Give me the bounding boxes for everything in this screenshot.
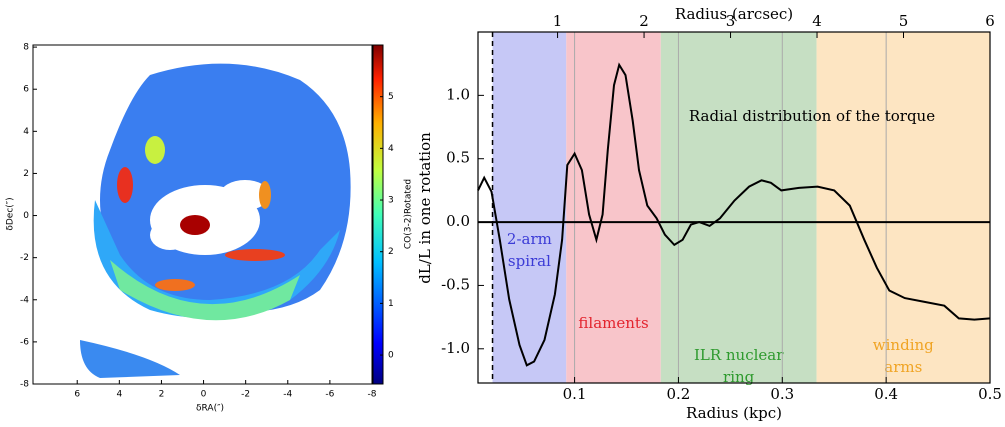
colorbar-label: CO(3-2)Rotated [404,179,414,249]
colorbar-tick-label: 5 [388,92,394,102]
y-axis-label: dL/L in one rotation [416,132,434,284]
map-x-label: δRA(″) [196,404,224,414]
y-tick-label: 1.0 [446,85,470,103]
y-tick-label: 0.0 [446,212,470,230]
colorbar-tick-label: 4 [388,144,394,154]
x-tick-label: 6 [74,390,80,400]
y-tick-label: 8 [23,43,29,53]
x2-tick-label: 3 [726,12,736,30]
x-tick-label: 0.4 [874,385,898,403]
x-tick-label: -2 [241,390,250,400]
x2-axis-label: Radius (arcsec) [675,5,793,23]
colorbar-tick-label: 3 [388,196,394,206]
region-label: arms [884,358,922,376]
annotation: Radial distribution of the torque [689,107,935,125]
region-label: winding [873,336,934,354]
y-tick-label: 2 [23,169,29,179]
x2-tick-label: 5 [899,12,909,30]
colorbar-tick-label: 1 [388,299,394,309]
x-tick-label: -4 [283,390,292,400]
colorbar-tick-label: 0 [388,351,394,361]
x-tick-label: 4 [116,390,122,400]
x-tick-label: 0.5 [978,385,1002,403]
y-tick-label: -6 [20,337,29,347]
region-label: 2-arm [507,230,552,248]
x-tick-label: 0.1 [563,385,587,403]
region-label: spiral [508,252,551,270]
torque-plot: 2-arm spiral filaments ILR nuclear ring windi… [477,31,991,386]
x2-tick-label: 1 [553,12,563,30]
x-tick-label: 0.2 [667,385,691,403]
y-tick-label: -0.5 [441,275,470,293]
x-tick-label: -8 [368,390,377,400]
y-tick-label: -8 [20,380,29,390]
region [816,32,990,383]
y-tick-label: -1.0 [441,339,470,357]
y-tick-label: 0 [23,211,29,221]
y-tick-label: 6 [23,85,29,95]
x-tick-label: -6 [325,390,334,400]
x-axis-label: Radius (kpc) [686,404,782,422]
torque-line [477,62,991,367]
y-tick-label: 4 [23,127,29,137]
region-label: filaments [578,314,648,332]
x-tick-label: 0 [201,390,207,400]
colorbar-tick-label: 2 [388,247,394,257]
colorbar [372,44,384,385]
region [660,32,817,383]
x2-tick-label: 2 [639,12,649,30]
y-tick-label: -2 [20,253,29,263]
plot-frame [477,31,991,384]
x2-tick-label: 6 [985,12,995,30]
x2-tick-label: 4 [812,12,822,30]
region-label: ring [723,368,755,386]
y-tick-label: -4 [20,295,29,305]
x-tick-label: 2 [159,390,165,400]
x-tick-label: 0.3 [770,385,794,403]
map-y-label: δDec(″) [6,197,16,230]
y-tick-label: 0.5 [446,149,470,167]
region [492,32,567,383]
co-map-image [32,44,373,385]
region-label: ILR nuclear [694,346,784,364]
